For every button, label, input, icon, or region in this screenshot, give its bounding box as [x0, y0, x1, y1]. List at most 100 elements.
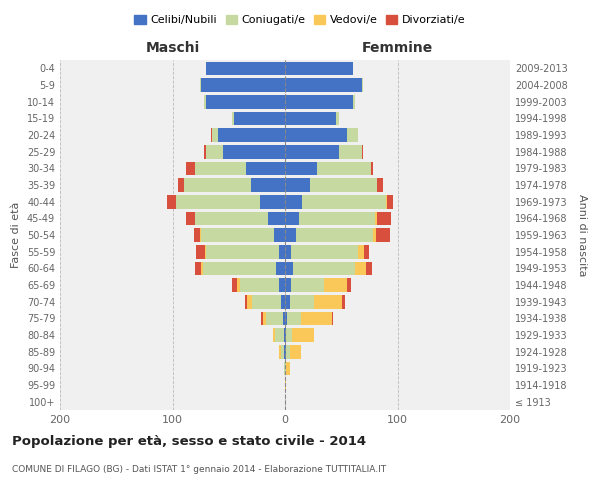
Bar — [296, 228, 373, 242]
Bar — [285, 212, 299, 225]
Bar — [276, 262, 285, 275]
Bar — [178, 178, 184, 192]
Bar — [199, 78, 200, 92]
Bar — [200, 262, 203, 275]
Bar — [212, 128, 218, 142]
Bar — [266, 312, 283, 325]
Bar — [235, 112, 285, 125]
Bar — [355, 262, 366, 275]
Bar — [299, 212, 375, 225]
Bar — [205, 245, 206, 258]
Bar — [186, 162, 195, 175]
Bar — [285, 245, 290, 258]
Bar — [290, 245, 358, 258]
Bar — [280, 245, 285, 258]
Bar — [280, 345, 281, 358]
Bar — [196, 245, 205, 258]
Bar — [204, 95, 206, 108]
Bar — [332, 312, 334, 325]
Bar — [211, 128, 212, 142]
Bar — [290, 295, 314, 308]
Bar — [200, 78, 285, 92]
Bar — [361, 78, 362, 92]
Bar — [325, 278, 347, 292]
Bar — [240, 278, 280, 292]
Bar — [253, 295, 281, 308]
Bar — [251, 178, 285, 192]
Bar — [302, 195, 386, 208]
Bar — [206, 245, 280, 258]
Bar — [290, 345, 301, 358]
Bar — [285, 145, 339, 158]
Bar — [232, 112, 235, 125]
Bar — [358, 245, 364, 258]
Bar — [377, 178, 383, 192]
Bar — [347, 278, 352, 292]
Bar — [206, 62, 285, 75]
Bar — [285, 262, 293, 275]
Bar — [343, 295, 344, 308]
Bar — [281, 345, 284, 358]
Bar — [203, 262, 276, 275]
Bar — [375, 212, 377, 225]
Bar — [206, 95, 285, 108]
Bar — [195, 262, 200, 275]
Bar — [310, 178, 377, 192]
Bar — [335, 112, 339, 125]
Bar — [167, 195, 176, 208]
Bar — [285, 228, 296, 242]
Bar — [292, 328, 314, 342]
Bar — [200, 228, 274, 242]
Bar — [223, 145, 285, 158]
Text: Femmine: Femmine — [362, 41, 433, 55]
Bar — [376, 228, 389, 242]
Text: Popolazione per età, sesso e stato civile - 2014: Popolazione per età, sesso e stato civil… — [12, 435, 366, 448]
Bar — [262, 312, 263, 325]
Bar — [301, 312, 332, 325]
Bar — [285, 178, 310, 192]
Bar — [285, 278, 290, 292]
Legend: Celibi/Nubili, Coniugati/e, Vedovi/e, Divorziati/e: Celibi/Nubili, Coniugati/e, Vedovi/e, Di… — [130, 10, 470, 30]
Bar — [317, 162, 371, 175]
Text: COMUNE DI FILAGO (BG) - Dati ISTAT 1° gennaio 2014 - Elaborazione TUTTITALIA.IT: COMUNE DI FILAGO (BG) - Dati ISTAT 1° ge… — [12, 465, 386, 474]
Bar — [285, 112, 335, 125]
Bar — [373, 228, 376, 242]
Bar — [274, 228, 285, 242]
Bar — [284, 362, 285, 375]
Bar — [186, 212, 195, 225]
Y-axis label: Anni di nascita: Anni di nascita — [577, 194, 587, 276]
Bar — [285, 62, 353, 75]
Bar — [206, 145, 223, 158]
Bar — [218, 128, 285, 142]
Bar — [199, 228, 200, 242]
Bar — [287, 312, 301, 325]
Bar — [260, 195, 285, 208]
Bar — [285, 128, 347, 142]
Bar — [283, 312, 285, 325]
Bar — [285, 95, 353, 108]
Bar — [364, 245, 370, 258]
Bar — [286, 345, 290, 358]
Bar — [347, 128, 358, 142]
Bar — [293, 262, 355, 275]
Bar — [285, 78, 361, 92]
Bar — [286, 362, 290, 375]
Bar — [284, 345, 285, 358]
Bar — [176, 195, 260, 208]
Text: Maschi: Maschi — [145, 41, 200, 55]
Bar — [268, 212, 285, 225]
Bar — [285, 295, 290, 308]
Bar — [353, 95, 355, 108]
Bar — [285, 162, 317, 175]
Bar — [204, 145, 206, 158]
Bar — [195, 212, 268, 225]
Bar — [366, 262, 371, 275]
Bar — [361, 145, 362, 158]
Bar — [286, 328, 292, 342]
Y-axis label: Fasce di età: Fasce di età — [11, 202, 21, 268]
Bar — [275, 328, 284, 342]
Bar — [236, 278, 240, 292]
Bar — [245, 162, 285, 175]
Bar — [285, 345, 286, 358]
Bar — [247, 295, 253, 308]
